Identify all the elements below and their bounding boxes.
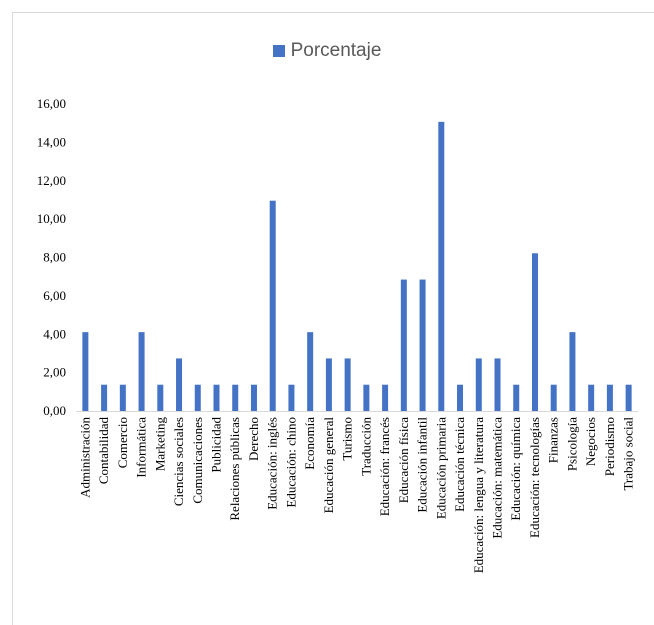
bar: [138, 332, 145, 411]
x-category-label: Trabajo social: [621, 417, 636, 491]
x-category-label: Educación: francés: [377, 417, 392, 516]
x-category-label: Psicología: [564, 417, 579, 471]
x-category-label: Administración: [77, 417, 92, 498]
bar: [119, 384, 126, 411]
y-axis-ticks: 0,00 2,00 4,00 6,00 8,00 10,00 12,00 14,00 16,00: [37, 96, 66, 418]
bar: [400, 279, 407, 411]
x-category-label: Educación: lengua y literatura: [471, 417, 486, 574]
bar: [475, 358, 482, 411]
x-category-label: Finanzas: [546, 417, 561, 463]
x-category-label: Educación: chino: [283, 417, 298, 508]
bar: [419, 279, 426, 411]
x-category-label: Educación general: [321, 417, 336, 514]
bar: [606, 384, 613, 411]
bar: [438, 121, 445, 411]
y-tick-label: 12,00: [37, 173, 66, 188]
x-category-label: Educación infantil: [415, 417, 430, 513]
bar: [82, 332, 89, 411]
category-labels: Administración Contabilidad Comercio Inform…: [77, 417, 635, 574]
x-category-label: Educación: matemática: [490, 417, 505, 539]
bar: [307, 332, 314, 411]
bar: [250, 384, 257, 411]
x-category-label: Comunicaciones: [190, 417, 205, 504]
x-category-label: Educación técnica: [452, 417, 467, 512]
y-tick-label: 16,00: [37, 96, 66, 111]
bar: [344, 358, 351, 411]
bar: [457, 384, 464, 411]
bar: [382, 384, 389, 411]
y-tick-label: 2,00: [43, 365, 66, 380]
x-category-label: Educación física: [396, 417, 411, 503]
bar: [588, 384, 595, 411]
y-tick-label: 6,00: [43, 288, 66, 303]
x-category-label: Educación: tecnologías: [527, 417, 542, 538]
x-category-label: Derecho: [246, 417, 261, 461]
bar: [363, 384, 370, 411]
x-category-label: Negocios: [583, 417, 598, 466]
x-category-label: Publicidad: [209, 417, 224, 473]
bar: [269, 200, 276, 411]
y-tick-label: 4,00: [43, 326, 66, 341]
bar: [513, 384, 520, 411]
bar: [494, 358, 501, 411]
legend-label: Porcentaje: [290, 40, 382, 61]
x-category-label: Traducción: [358, 417, 373, 476]
x-category-label: Contabilidad: [96, 417, 111, 485]
y-tick-label: 0,00: [43, 403, 66, 418]
x-category-label: Relaciones públicas: [227, 417, 242, 521]
x-category-label: Economía: [302, 417, 317, 470]
bar: [288, 384, 295, 411]
x-category-label: Educación primaria: [433, 417, 448, 519]
bar: [157, 384, 164, 411]
y-tick-label: 14,00: [37, 134, 66, 149]
y-tick-label: 8,00: [43, 250, 66, 265]
bar: [213, 384, 220, 411]
legend: Porcentaje: [0, 40, 654, 62]
bar: [325, 358, 332, 411]
x-category-label: Ciencias sociales: [171, 417, 186, 506]
x-category-label: Marketing: [152, 417, 167, 472]
bar: [550, 384, 557, 411]
bar: [176, 358, 183, 411]
bar: [625, 384, 632, 411]
x-category-label: Educación: inglés: [265, 417, 280, 510]
bar: [531, 253, 538, 411]
legend-swatch: [272, 45, 285, 57]
chart-frame: [12, 12, 654, 625]
x-category-label: Comercio: [115, 417, 130, 468]
x-category-label: Periodismo: [602, 417, 617, 476]
bars: [82, 121, 632, 411]
bar: [232, 384, 239, 411]
x-category-label: Turismo: [340, 417, 355, 461]
y-tick-label: 10,00: [37, 211, 66, 226]
bar: [101, 384, 108, 411]
x-category-label: Informática: [134, 417, 149, 478]
bar: [194, 384, 201, 411]
x-category-label: Educación: química: [508, 417, 523, 521]
bar: [569, 332, 576, 411]
